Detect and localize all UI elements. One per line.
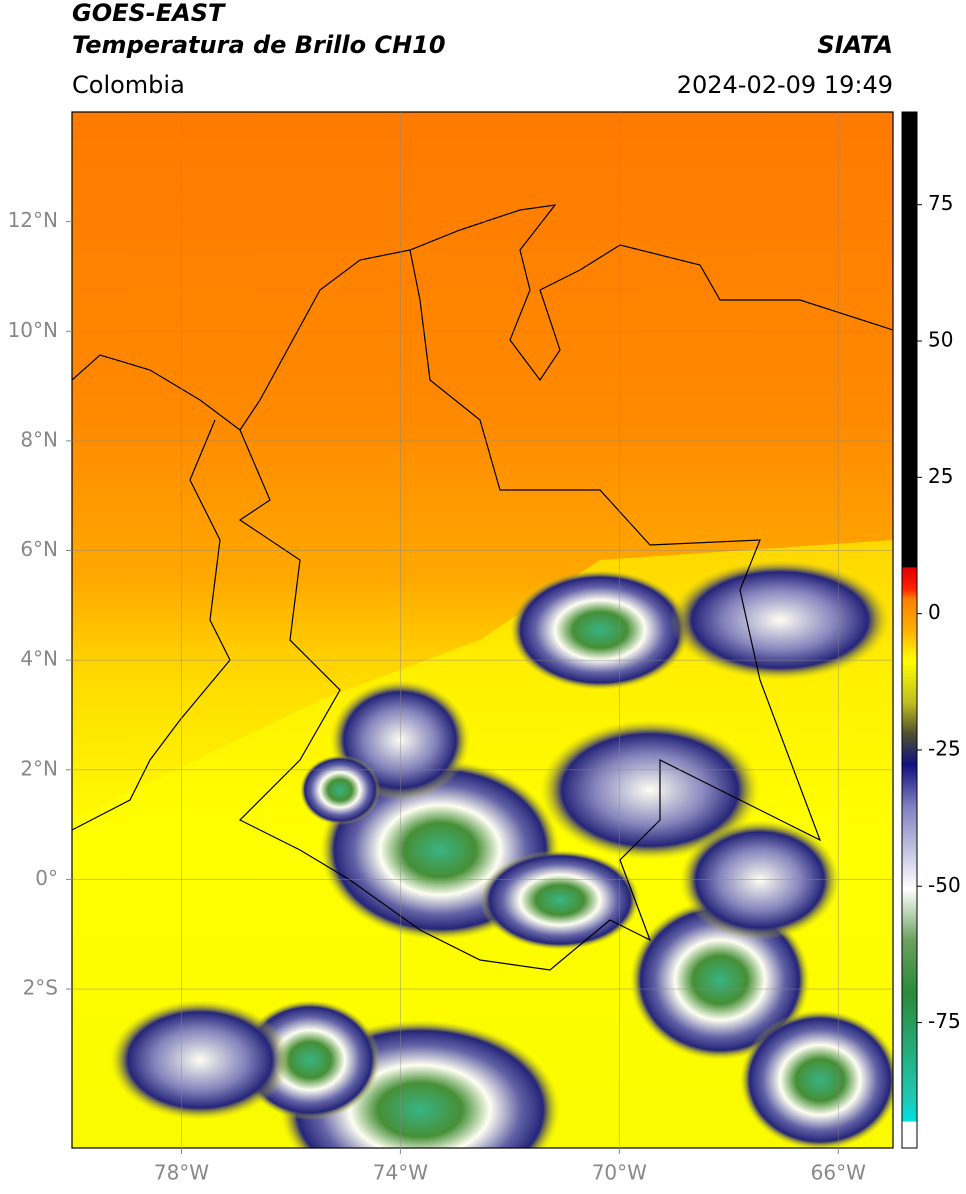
colorbar-tick-label: 75 (928, 191, 953, 215)
colorbar (901, 111, 918, 1149)
x-tick-label: 74°W (373, 1161, 428, 1185)
colorbar-tick-label: -50 (928, 873, 961, 897)
y-tick-label: 6°N (20, 537, 58, 561)
colorbar-tick-label: -75 (928, 1009, 961, 1033)
x-tick-label: 78°W (154, 1161, 209, 1185)
colorbar-tick-label: 50 (928, 328, 953, 352)
subtitle: Temperatura de Brillo CH10 (72, 31, 446, 59)
y-tick-label: 12°N (8, 208, 58, 232)
colorbar-tick-label: -25 (928, 736, 961, 760)
y-tick-label: 0° (35, 866, 58, 890)
y-tick-label: 2°S (23, 976, 58, 1000)
datetime: 2024-02-09 19:49 (677, 71, 893, 99)
source: SIATA (817, 31, 893, 59)
y-tick-label: 8°N (20, 427, 58, 451)
y-tick-label: 4°N (20, 647, 58, 671)
y-tick-label: 10°N (8, 318, 58, 342)
y-tick-label: 2°N (20, 756, 58, 780)
map-image (72, 112, 893, 1148)
region: Colombia (72, 71, 185, 99)
map-frame (71, 111, 894, 1149)
title: GOES-EAST (72, 0, 226, 27)
colorbar-tick-label: 0 (928, 600, 941, 624)
x-tick-label: 70°W (592, 1161, 647, 1185)
x-tick-label: 66°W (811, 1161, 866, 1185)
colorbar-tick-label: 25 (928, 464, 953, 488)
